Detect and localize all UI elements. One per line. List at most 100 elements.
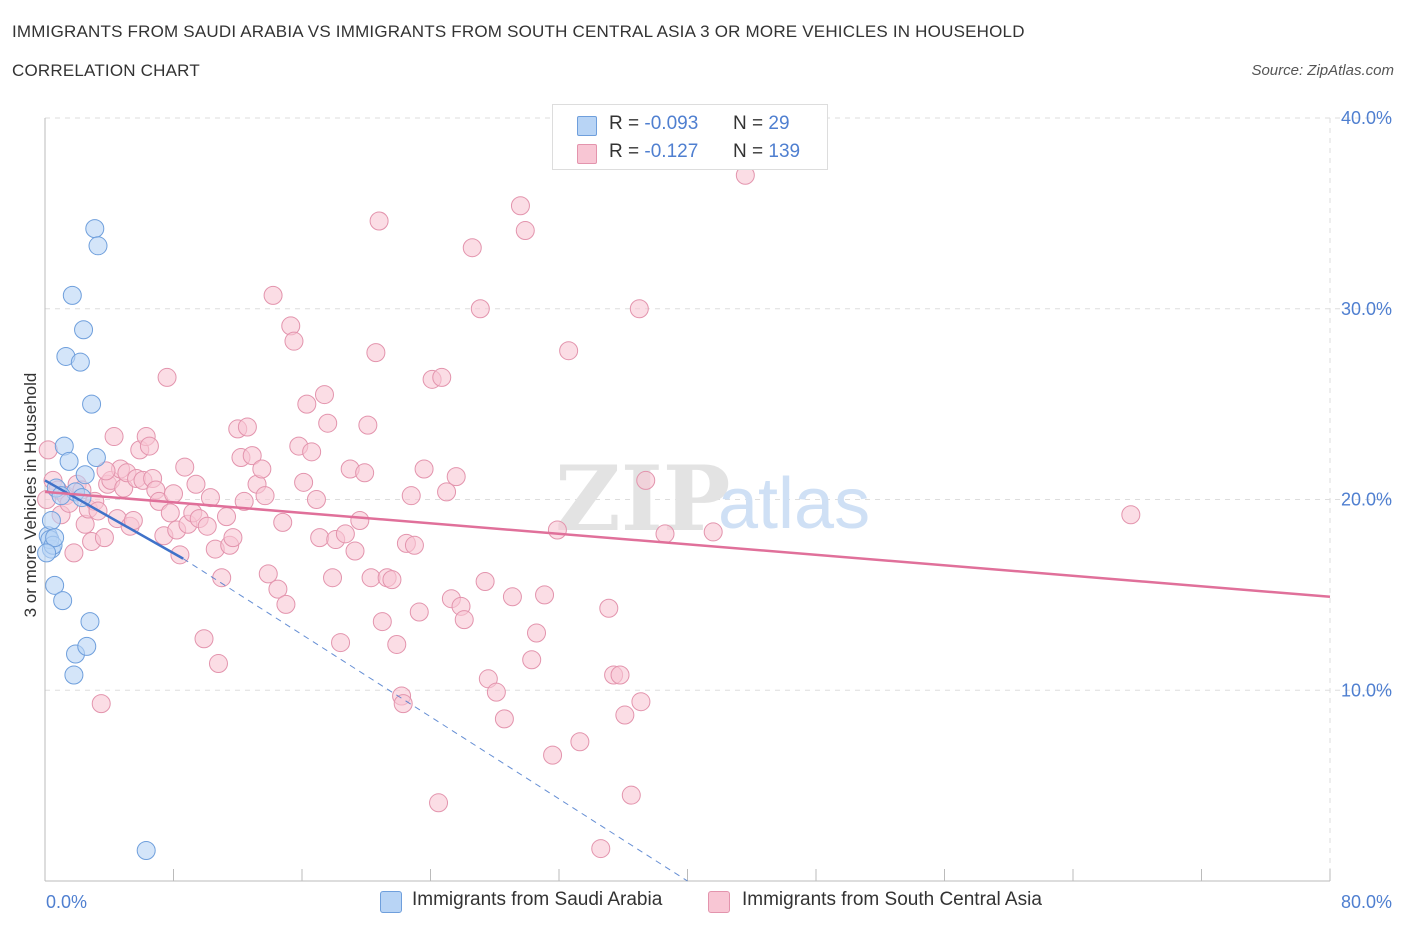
data-point-south-central-asia [255,486,275,506]
legend-r-label: R = [609,113,640,134]
data-point-saudi-arabia [53,591,73,611]
data-point-saudi-arabia [77,636,97,656]
data-point-south-central-asia [615,705,635,725]
data-point-south-central-asia [302,442,322,462]
data-point-south-central-asia [621,785,641,805]
data-point-south-central-asia [559,341,579,361]
legend-swatch-pink [577,144,597,164]
bottom-legend-label: Immigrants from Saudi Arabia [412,889,663,910]
data-point-saudi-arabia [82,394,102,414]
data-point-south-central-asia [273,512,293,532]
data-point-south-central-asia [258,564,278,584]
trend-lines [44,479,1331,882]
data-point-south-central-asia [515,221,535,241]
data-point-south-central-asia [401,486,421,506]
trend-line-south-central-asia [44,490,1331,599]
data-point-south-central-asia [527,623,547,643]
legend-r-value: -0.093 [644,113,699,134]
data-point-south-central-asia [1121,505,1141,525]
data-point-south-central-asia [382,570,402,590]
data-point-south-central-asia [310,528,330,548]
data-point-south-central-asia [139,436,159,456]
data-point-south-central-asia [437,482,457,502]
data-point-south-central-asia [414,459,434,479]
data-point-south-central-asia [432,367,452,387]
data-point-south-central-asia [91,694,111,714]
data-point-south-central-asia [104,427,124,447]
data-point-south-central-asia [350,510,370,530]
data-point-south-central-asia [570,732,590,752]
bottom-legend-label: Immigrants from South Central Asia [742,889,1042,910]
x-tick-label: 0.0% [46,892,87,912]
series-saudi-arabia [37,219,156,860]
data-point-south-central-asia [164,484,183,504]
data-point-south-central-asia [446,467,466,487]
legend-n-label: N = [733,113,764,134]
data-point-south-central-asia [409,602,429,622]
data-point-saudi-arabia [59,451,79,471]
data-point-south-central-asia [223,528,243,548]
y-axis-label: 3 or more Vehicles in Household [21,373,40,618]
data-point-south-central-asia [175,457,195,477]
data-point-south-central-asia [610,665,630,685]
watermark-zip: ZIP [555,446,730,552]
y-tick-label: 20.0% [1341,490,1392,510]
data-point-south-central-asia [345,541,365,561]
x-tick-label: 80.0% [1341,892,1392,912]
data-point-south-central-asia [276,594,296,614]
data-point-south-central-asia [470,299,490,319]
data-point-south-central-asia [358,415,378,435]
data-point-saudi-arabia [37,543,57,563]
data-point-south-central-asia [212,568,232,588]
data-point-saudi-arabia [136,840,156,860]
data-point-south-central-asia [361,568,381,588]
data-point-south-central-asia [591,839,611,859]
data-point-south-central-asia [242,446,262,466]
legend-n-value: 29 [768,113,790,134]
data-point-south-central-asia [237,417,257,437]
data-point-south-central-asia [314,385,334,405]
data-point-south-central-asia [38,440,58,460]
data-point-south-central-asia [486,682,506,702]
data-point-south-central-asia [94,528,114,548]
data-point-south-central-asia [217,507,237,527]
data-point-south-central-asia [64,543,84,563]
data-point-south-central-asia [234,491,254,511]
data-point-south-central-asia [655,524,675,544]
bottom-legend-swatch-blue [380,891,402,913]
data-point-saudi-arabia [75,465,95,485]
data-point-south-central-asia [208,654,228,674]
data-point-south-central-asia [636,470,656,490]
data-point-south-central-asia [454,610,474,630]
watermark-atlas: atlas [718,464,870,544]
data-point-saudi-arabia [74,320,94,340]
data-point-saudi-arabia [45,528,65,548]
data-point-saudi-arabia [62,285,82,305]
data-point-south-central-asia [284,331,304,351]
data-point-south-central-asia [335,524,355,544]
data-point-south-central-asia [268,579,288,599]
data-point-saudi-arabia [86,448,106,468]
data-point-south-central-asia [462,238,482,258]
data-point-south-central-asia [197,516,217,536]
source-label: Source: ZipAtlas.com [1251,62,1394,79]
data-point-south-central-asia [323,568,343,588]
x-tick-labels: 0.0% 80.0% [46,892,1392,912]
data-point-saudi-arabia [88,236,108,256]
data-point-south-central-asia [318,413,338,433]
data-point-south-central-asia [263,285,283,305]
data-point-saudi-arabia [70,352,90,372]
data-point-south-central-asia [387,634,407,654]
data-point-south-central-asia [372,612,392,632]
data-point-saudi-arabia [64,665,84,685]
y-tick-label: 30.0% [1341,299,1392,319]
data-point-south-central-asia [631,692,651,712]
legend-r-value: -0.127 [644,141,699,162]
data-point-saudi-arabia [45,575,65,595]
stats-legend: R = -0.093 N = 29 R = -0.127 N = 139 [552,104,828,170]
data-point-saudi-arabia [80,612,100,632]
bottom-legend-swatch-pink [708,891,730,913]
data-point-south-central-asia [252,459,272,479]
data-point-south-central-asia [547,520,567,540]
